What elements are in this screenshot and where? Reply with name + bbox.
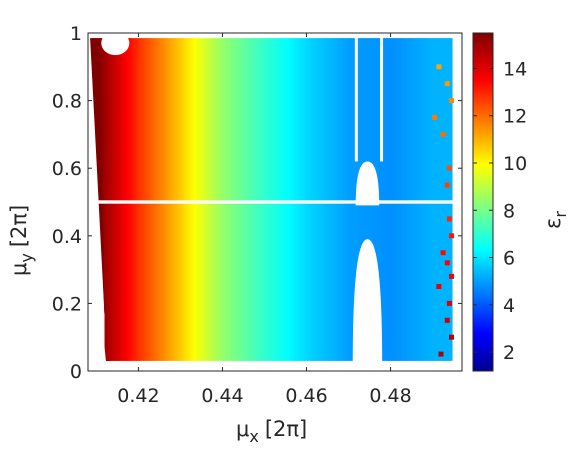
colorbar-tick-label: 10 xyxy=(503,153,527,175)
y-tick-label: 1 xyxy=(70,23,82,45)
scatter-point xyxy=(438,351,444,357)
scatter-point xyxy=(444,317,450,323)
band-gap-notch xyxy=(101,33,130,56)
x-tick-label: 0.46 xyxy=(285,385,327,407)
colorbar-label-sub: r xyxy=(551,211,570,218)
colorbar-ticks: 2 4 6 8 10 12 14 xyxy=(473,58,527,364)
scatter-point xyxy=(444,81,450,87)
x-tick-label: 0.44 xyxy=(201,385,243,407)
x-axis-label-unit: [2π] xyxy=(265,417,307,441)
scatter-point xyxy=(448,98,454,104)
scatter-points xyxy=(88,33,462,371)
colorbar-tick-label: 12 xyxy=(503,106,527,128)
y-axis-label: μy [2π] xyxy=(7,205,36,276)
x-tick-label: 0.48 xyxy=(369,385,411,407)
band-gap-line xyxy=(354,38,358,162)
colorbar-tick-label: 14 xyxy=(503,58,527,80)
colorbar-gradient xyxy=(472,32,494,372)
colorbar-label-main: ε xyxy=(541,218,565,229)
colorbar-tick-label: 8 xyxy=(503,200,515,222)
y-tick-label: 0.8 xyxy=(52,91,82,113)
y-axis-label-sub: y xyxy=(17,253,36,262)
y-axis-label-unit: [2π] xyxy=(7,205,31,247)
colorbar: 2 4 6 8 10 12 14 εr xyxy=(472,32,570,372)
y-tick-label: 0 xyxy=(70,361,82,383)
scatter-point xyxy=(436,64,442,70)
scatter-point xyxy=(440,250,446,256)
scatter-point xyxy=(446,300,452,306)
scatter-point xyxy=(446,165,452,171)
y-axis-ticks: 0 0.2 0.4 0.6 0.8 1 xyxy=(52,23,462,383)
colorbar-tick-label: 6 xyxy=(503,248,515,270)
scatter-point xyxy=(448,233,454,239)
scatter-point xyxy=(448,334,454,340)
y-tick-label: 0.6 xyxy=(52,158,82,180)
scatter-point xyxy=(440,131,446,137)
scatter-band-strip xyxy=(449,38,453,361)
x-axis-ticks: 0.42 0.44 0.46 0.48 xyxy=(117,33,412,407)
band-gap-arc xyxy=(355,161,380,206)
y-tick-label: 0.2 xyxy=(52,293,82,315)
band-gap-line xyxy=(380,38,384,162)
band-gap-arc xyxy=(362,315,373,365)
y-tick-label: 0.4 xyxy=(52,226,82,248)
colorbar-tick-label: 2 xyxy=(503,342,515,364)
scatter-point xyxy=(446,216,452,222)
x-axis-label: μx [2π] xyxy=(236,417,307,446)
empty-region xyxy=(88,202,107,371)
scatter-point xyxy=(436,284,442,289)
gap-line xyxy=(88,200,462,204)
plot-area xyxy=(87,32,463,372)
x-tick-label: 0.42 xyxy=(117,385,159,407)
colorbar-label: εr xyxy=(541,211,570,229)
x-axis-label-sub: x xyxy=(249,427,258,446)
scatter-point xyxy=(444,260,450,266)
scatter-point xyxy=(444,182,450,188)
x-axis-label-main: μ xyxy=(236,417,249,441)
plot-frame xyxy=(87,32,463,372)
y-axis-label-main: μ xyxy=(7,263,31,276)
scatter-point xyxy=(448,273,454,279)
colorbar-tick-label: 4 xyxy=(503,295,515,317)
scatter-point xyxy=(432,115,438,120)
